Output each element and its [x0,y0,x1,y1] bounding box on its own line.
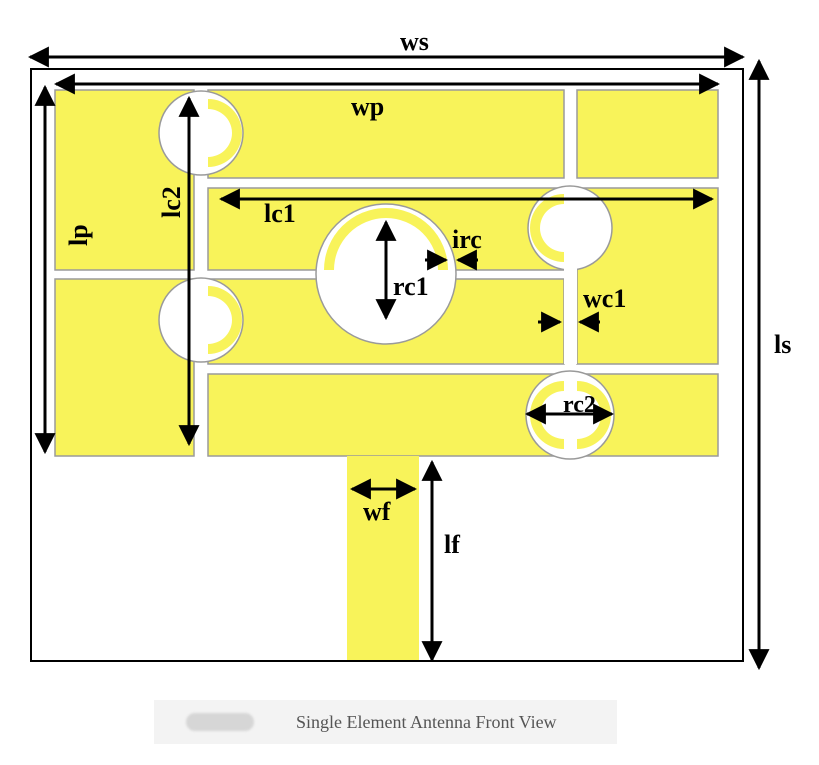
label-lc2: lc2 [157,186,186,218]
patch-strip-bottom [207,373,565,457]
feed-line [347,456,419,660]
label-wp: wp [351,92,384,121]
label-wf: wf [363,497,391,526]
slot-right-upper-gap [564,188,577,364]
label-rc1: rc1 [393,272,429,301]
label-lf: lf [444,530,460,559]
label-lc1: lc1 [264,199,296,228]
label-ws: ws [400,27,429,56]
patch-cell-top-right [576,89,719,179]
slot-left-upper-halfring [208,99,242,167]
figure-caption: Single Element Antenna Front View [154,700,617,744]
slot-center-halfring [324,208,448,270]
slot-right-lower-halfring-right [577,381,611,449]
slot-left-upper [158,90,244,176]
slot-left-lower [158,277,244,363]
label-irc: irc [452,225,482,254]
caption-icon [186,713,254,731]
label-ls: ls [774,330,791,359]
label-wc1: wc1 [583,284,626,313]
slot-right-lower-halfring-left [530,381,564,449]
dimension-labels: ws wp lp lc2 lc1 irc rc1 wc1 ls rc2 wf l… [64,27,791,559]
label-rc2: rc2 [563,392,596,418]
slot-left-lower-halfring [208,286,242,354]
dimension-lines [27,46,770,671]
antenna-diagram: ws wp lp lc2 lc1 irc rc1 wc1 ls rc2 wf l… [27,27,791,671]
patch-strip-top [207,89,565,179]
slot-right-upper-halfring [530,194,564,262]
caption-text: Single Element Antenna Front View [296,711,557,732]
label-lp: lp [64,224,93,246]
